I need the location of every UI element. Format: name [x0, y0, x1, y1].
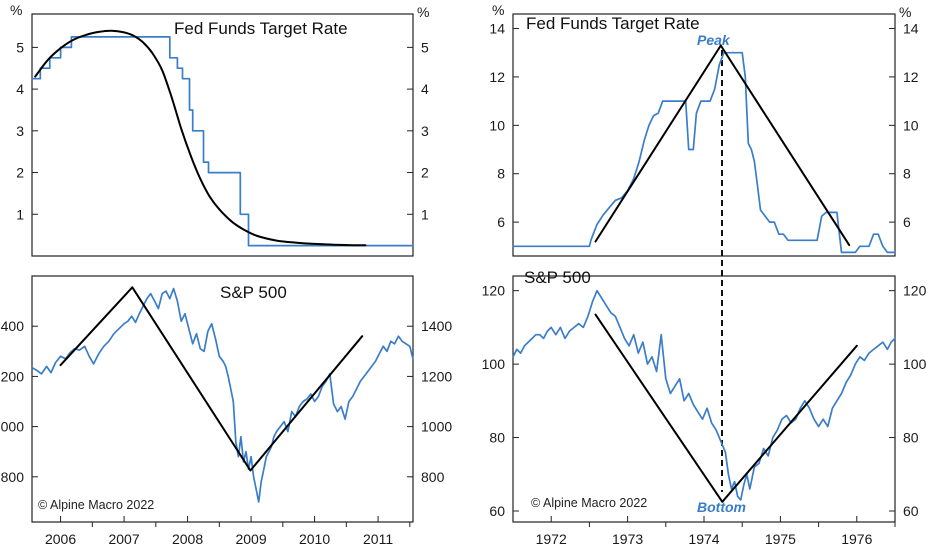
- right_top-ytick-label-right: 12: [903, 69, 919, 85]
- left_bottom-ytick-label-right: 1200: [421, 368, 452, 384]
- left_bottom-xtick-label: 2007: [108, 531, 139, 547]
- right_top-trend-line: [594, 44, 851, 247]
- right_top-ytick-label-left: 6: [497, 214, 505, 230]
- left_bottom-trend-line: [59, 286, 364, 472]
- right_bottom-ytick-label-right: 80: [903, 430, 919, 446]
- left_top-ytick-label-right: 5: [421, 39, 429, 55]
- right_bottom-ytick-label-right: 100: [903, 356, 927, 372]
- left_top-ytick-label-right: 4: [421, 81, 429, 97]
- right_top-ytick-label-right: 6: [903, 214, 911, 230]
- right_bottom-xtick-label: 1976: [841, 531, 872, 547]
- right_bottom-trend-line: [594, 313, 858, 503]
- right-top-unit-right: %: [899, 4, 911, 20]
- chart-marks: 1122334455800800100010001200120014001400…: [0, 21, 927, 547]
- right_bottom-ytick-label-left: 100: [482, 356, 506, 372]
- left_top-ytick-label-left: 1: [16, 206, 24, 222]
- right_bottom-ytick-label-right: 120: [903, 283, 927, 299]
- left_bottom-ytick-label-left: 800: [1, 469, 25, 485]
- left_bottom-ytick-label-left: 1000: [0, 419, 24, 435]
- left_bottom-xtick-label: 2009: [235, 531, 266, 547]
- left_top-ytick-label-right: 1: [421, 206, 429, 222]
- right_top-ytick-label-left: 12: [489, 69, 505, 85]
- right_bottom-xtick-label: 1972: [536, 531, 567, 547]
- left_bottom-ytick-label-right: 1400: [421, 318, 452, 334]
- right_top-ytick-label-left: 10: [489, 117, 505, 133]
- right_bottom-ytick-label-left: 80: [489, 430, 505, 446]
- right_top-ytick-label-right: 10: [903, 117, 919, 133]
- bottom-annotation: Bottom: [697, 499, 746, 515]
- left_bottom-xtick-label: 2010: [299, 531, 330, 547]
- right_top-ytick-label-left: 8: [497, 166, 505, 182]
- right_bottom-ytick-label-left: 120: [482, 283, 506, 299]
- left-bottom-plot-frame: [31, 275, 414, 523]
- right-credit: © Alpine Macro 2022: [531, 496, 647, 510]
- left_bottom-xtick-label: 2008: [172, 531, 203, 547]
- right_top-ytick-label-right: 14: [903, 21, 919, 37]
- right_bottom-ytick-label-left: 60: [489, 503, 505, 519]
- left_top-ytick-label-left: 2: [16, 165, 24, 181]
- left_bottom-ytick-label-left: 1200: [0, 368, 24, 384]
- left_top-ytick-label-left: 4: [16, 81, 24, 97]
- left-top-plot-frame: [31, 13, 414, 257]
- left-bottom-title: S&P 500: [220, 283, 287, 302]
- right_bottom-xtick-label: 1974: [688, 531, 719, 547]
- right_bottom-series-line: [512, 289, 896, 501]
- left-top-title: Fed Funds Target Rate: [174, 19, 348, 38]
- left_top-ytick-label-left: 3: [16, 123, 24, 139]
- left-top-unit-left: %: [10, 2, 22, 18]
- left_bottom-ytick-label-right: 1000: [421, 419, 452, 435]
- left_bottom-ytick-label-left: 1400: [0, 318, 24, 334]
- left_top-ytick-label-right: 2: [421, 165, 429, 181]
- left_top-ytick-label-left: 5: [16, 39, 24, 55]
- right-top-unit-left: %: [492, 2, 504, 18]
- left-top-unit-right: %: [417, 4, 429, 20]
- right_top-series-line: [512, 51, 896, 254]
- left_bottom-ytick-label-right: 800: [421, 469, 445, 485]
- right_bottom-ytick-label-right: 60: [903, 503, 919, 519]
- left_top-trend-line: [34, 29, 367, 247]
- left_top-ytick-label-right: 3: [421, 123, 429, 139]
- left_bottom-series-line: [31, 287, 414, 503]
- right-top-plot-frame: [512, 13, 896, 257]
- right_top-ytick-label-right: 8: [903, 166, 911, 182]
- left_bottom-xtick-label: 2011: [363, 531, 393, 547]
- left_top-series-line: [31, 36, 414, 247]
- right_bottom-xtick-label: 1975: [765, 531, 796, 547]
- left_bottom-xtick-label: 2006: [45, 531, 76, 547]
- right-bottom-title: S&P 500: [524, 268, 591, 287]
- peak-annotation: Peak: [697, 32, 731, 48]
- left-credit: © Alpine Macro 2022: [38, 498, 154, 512]
- right_top-ytick-label-left: 14: [489, 21, 505, 37]
- right-top-title: Fed Funds Target Rate: [526, 14, 700, 33]
- right_bottom-xtick-label: 1973: [612, 531, 643, 547]
